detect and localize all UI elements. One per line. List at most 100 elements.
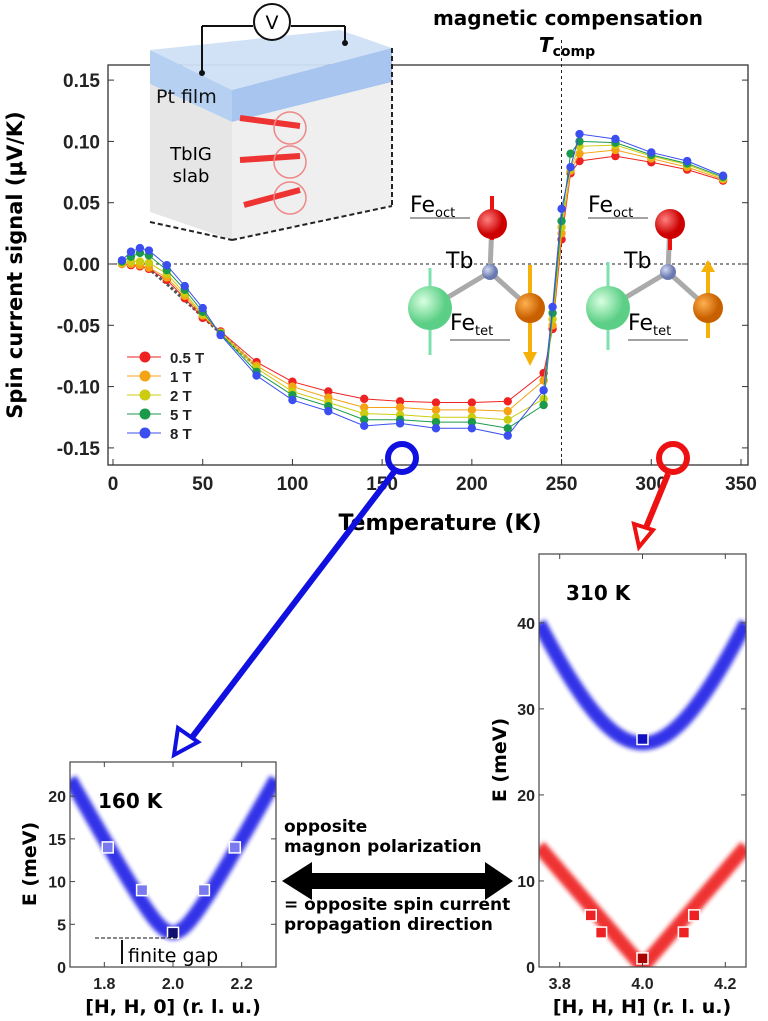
sample-schematic: V Pt film TbIG slab [149, 3, 393, 241]
x-tick-label: 200 [456, 474, 488, 495]
legend-marker [139, 370, 151, 382]
data-point [162, 261, 172, 270]
magnon-band [539, 619, 746, 751]
legend-label: 1 T [170, 369, 192, 386]
data-point [135, 257, 145, 266]
data-point [360, 415, 369, 424]
data-point [395, 403, 405, 412]
compensation-title: magnetic compensation [433, 6, 703, 30]
slab-label-2: slab [173, 166, 210, 187]
y-tick-label: 10 [48, 875, 66, 892]
spin-arrows-icon [239, 115, 301, 208]
legend-label: 8 T [170, 426, 192, 443]
arrow-to-310K-panel [642, 472, 671, 532]
main-y-axis-label: Spin current signal (μV/K) [3, 111, 27, 418]
tb-site-sphere [408, 286, 452, 330]
data-point [360, 409, 369, 418]
data-point [360, 394, 369, 404]
data-point [126, 247, 136, 256]
x-tick-label: 4.2 [714, 976, 736, 993]
pt-film-label: Pt film [156, 86, 217, 108]
y-tick-label: 0 [57, 960, 66, 977]
spin-structure-below-tcomp: Feoct Tb Fetet [408, 193, 545, 366]
pt-film-top [150, 30, 392, 90]
data-point [539, 394, 548, 404]
data-point [575, 129, 584, 139]
y-tick-label: 0.00 [63, 255, 100, 276]
x-tick-label: 250 [546, 474, 578, 495]
data-point [575, 156, 584, 166]
slab-label-1: TbIG [169, 144, 212, 165]
pt-film-front [232, 48, 392, 122]
main-chart: 0501001502002503003500.150.100.050.00-0.… [3, 40, 757, 536]
data-point [503, 424, 512, 433]
data-point [539, 400, 548, 410]
dispersion-310K-panel: 310 K 3.8 4.0 4.2 0 10 20 30 40 [H, H, H] (r. l… [489, 553, 747, 1018]
dispersion-160K-panel: 160 K finite gap 1.8 2.0 2.2 0 5 10 15 20 [H, H… [19, 761, 277, 1018]
tb-label: Tb [445, 249, 473, 274]
data-point [584, 909, 597, 922]
x-tick-label: 4.0 [631, 976, 653, 993]
marker-310K [656, 441, 690, 475]
fe-tet-sphere [693, 293, 723, 323]
voltmeter-label: V [266, 12, 279, 34]
panel-310K-y-label: E (meV) [489, 718, 511, 802]
tb-center-sphere [482, 264, 498, 280]
data-point [557, 216, 566, 226]
data-point [548, 308, 557, 318]
data-point [360, 421, 369, 431]
middle-text-3: = opposite spin current [284, 895, 510, 915]
arrowhead-red [631, 521, 657, 552]
data-point [228, 841, 242, 854]
data-point [467, 398, 477, 407]
data-point [360, 403, 369, 412]
fe-tet-label: Fetet [450, 311, 493, 339]
series-8-T [117, 129, 728, 440]
panel-160K-x-label: [H, H, 0] (r. l. u.) [85, 996, 261, 1018]
data-point [566, 162, 575, 172]
panel-310K-label: 310 K [566, 581, 632, 605]
data-point [594, 926, 608, 939]
marker-160K [385, 441, 419, 475]
data-point [503, 415, 512, 424]
x-tick-label: 1.8 [93, 976, 115, 993]
data-point [467, 424, 477, 433]
double-arrow-icon [282, 862, 513, 900]
data-point [548, 314, 557, 324]
data-point [395, 397, 405, 406]
magnon-band [539, 841, 746, 967]
x-tick-label: 2.0 [162, 976, 184, 993]
main-plot-frame [107, 64, 749, 466]
data-point [135, 243, 145, 253]
data-point [324, 387, 333, 396]
data-point [557, 204, 566, 214]
legend-marker [139, 408, 151, 420]
panel-160K-y-label: E (meV) [19, 822, 41, 906]
data-point [503, 406, 512, 416]
data-point [324, 406, 333, 416]
panel-160K-label: 160 K [98, 789, 164, 813]
data-point [611, 151, 620, 161]
y-tick-label: 20 [48, 789, 66, 806]
legend-marker [139, 427, 151, 439]
panel-310K-x-label: [H, H, H] (r. l. u.) [553, 996, 731, 1018]
legend-label: 5 T [170, 407, 192, 424]
data-point [288, 395, 297, 405]
data-point [117, 256, 127, 265]
tcomp-sub: comp [553, 44, 596, 60]
data-point [144, 246, 154, 255]
y-tick-label: 40 [517, 616, 535, 633]
data-point [144, 258, 154, 267]
data-point [677, 926, 691, 939]
data-point [431, 405, 441, 415]
data-point [467, 405, 477, 415]
x-tick-label: 50 [192, 474, 213, 495]
data-point [503, 431, 512, 440]
data-point [647, 148, 656, 157]
data-point [611, 134, 620, 144]
arrow-to-160K-panel [187, 470, 397, 742]
finite-gap-label: finite gap [128, 945, 218, 967]
data-point [431, 417, 441, 427]
